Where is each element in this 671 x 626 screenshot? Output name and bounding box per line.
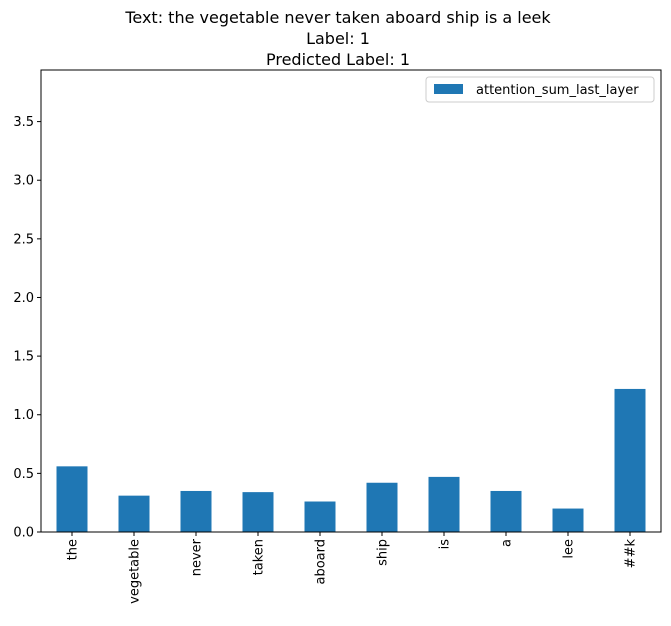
y-tick-label: 3.0: [13, 174, 34, 189]
bar-7: [490, 490, 522, 532]
bar-5: [366, 482, 398, 532]
chart-title: Text: the vegetable never taken aboard s…: [124, 8, 551, 69]
title-line-text: Text: the vegetable never taken aboard s…: [124, 8, 551, 27]
legend-swatch: [434, 84, 463, 94]
bar-3: [242, 492, 274, 532]
legend: attention_sum_last_layer: [425, 76, 655, 103]
legend-box: [425, 76, 655, 103]
bar-0: [56, 466, 88, 532]
x-tick-label: is: [438, 539, 453, 550]
x-axis-ticks: the vegetable never taken aboard ship is a lee ##…: [66, 532, 639, 604]
x-tick-label: aboard: [314, 539, 329, 585]
y-axis-ticks: 0.0 0.5 1.0 1.5 2.0 2.5 3.0 3.5: [13, 115, 41, 541]
x-tick-label: ship: [376, 539, 391, 566]
bar-4: [304, 501, 336, 532]
y-tick-label: 3.5: [13, 115, 34, 130]
x-tick-label: never: [190, 538, 205, 576]
plot-area-frame: [40, 69, 662, 533]
y-tick-label: 2.5: [13, 232, 34, 247]
bar-2: [180, 490, 212, 532]
y-tick-label: 0.0: [13, 526, 34, 541]
bar-9: [614, 388, 646, 532]
x-tick-label: the: [66, 539, 81, 560]
x-tick-label: lee: [562, 539, 577, 559]
x-tick-label: taken: [252, 539, 267, 575]
legend-label: attention_sum_last_layer: [476, 83, 639, 98]
y-tick-label: 1.5: [13, 350, 34, 365]
bar-1: [118, 495, 150, 532]
bars: [56, 388, 646, 532]
y-tick-label: 1.0: [13, 408, 34, 423]
x-tick-label: a: [500, 539, 515, 547]
title-line-label: Label: 1: [306, 29, 370, 48]
x-tick-label: ##k: [624, 539, 639, 569]
y-tick-label: 0.5: [13, 467, 34, 482]
y-tick-label: 2.0: [13, 291, 34, 306]
bar-6: [428, 476, 460, 532]
title-line-predicted-label: Predicted Label: 1: [266, 50, 410, 69]
bar-8: [552, 508, 584, 532]
x-tick-label: vegetable: [128, 539, 143, 604]
